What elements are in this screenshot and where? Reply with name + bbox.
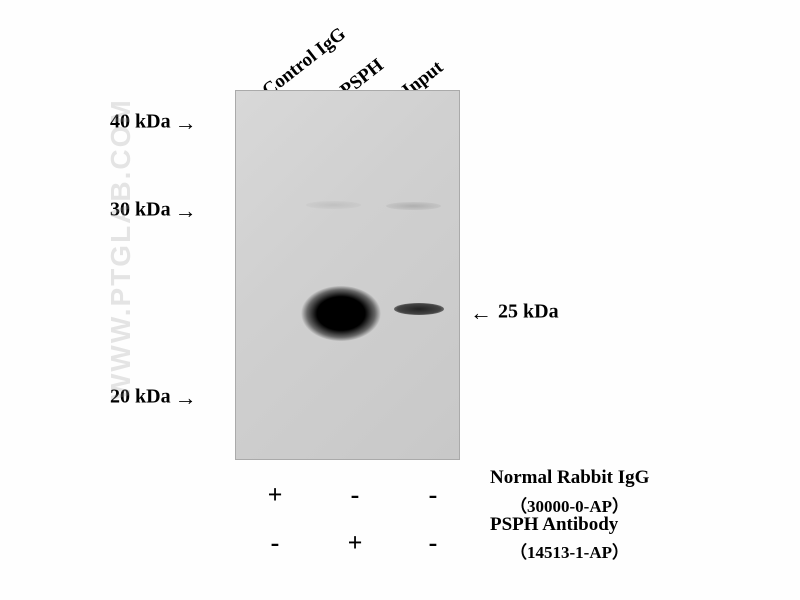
- mw-marker-25-right: ← 25 kDa: [470, 300, 559, 326]
- band-input-25kda: [394, 303, 444, 315]
- presence-r1-c3: -: [418, 480, 448, 510]
- arrow-right-icon: →: [175, 110, 197, 136]
- figure-container: WWW.PTGLAB.COM Control IgG PSPH Input 40…: [0, 0, 800, 600]
- mw-marker-30: 30 kDa→: [110, 198, 197, 224]
- ab-label-psph-ab: PSPH Antibody: [490, 515, 618, 536]
- ab-label-normal-igg: Normal Rabbit IgG: [490, 468, 649, 489]
- ab-sublabel-psph-ab: （14513-1-AP）: [510, 538, 629, 563]
- mw-label-30: 30 kDa: [110, 199, 171, 221]
- presence-r2-c1: -: [260, 528, 290, 558]
- presence-r2-c3: -: [418, 528, 448, 558]
- presence-r1-c1: +: [260, 480, 290, 510]
- presence-r1-c2: -: [340, 480, 370, 510]
- band-psph-25kda: [301, 286, 381, 341]
- mw-label-40: 40 kDa: [110, 111, 171, 133]
- band-faint-input-30: [386, 202, 441, 210]
- arrow-right-icon: →: [175, 385, 197, 411]
- presence-r2-c2: +: [340, 528, 370, 558]
- watermark-text: WWW.PTGLAB.COM: [105, 98, 137, 400]
- mw-marker-40: 40 kDa→: [110, 110, 197, 136]
- band-faint-control: [306, 201, 361, 209]
- arrow-right-icon: →: [175, 198, 197, 224]
- mw-label-20: 20 kDa: [110, 386, 171, 408]
- mw-marker-20: 20 kDa→: [110, 385, 197, 411]
- arrow-left-icon: ←: [470, 300, 492, 326]
- mw-label-25: 25 kDa: [498, 301, 559, 323]
- blot-membrane: [235, 90, 460, 460]
